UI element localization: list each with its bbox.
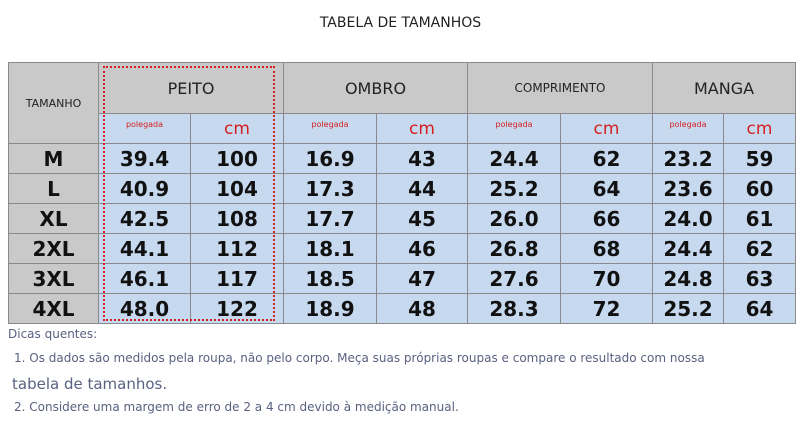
measure-cell: 25.2 xyxy=(467,173,561,204)
measure-cell: 27.6 xyxy=(467,263,561,294)
measure-cell: 46 xyxy=(376,233,468,264)
measure-cell: 72 xyxy=(560,293,653,324)
measure-cell: 39.4 xyxy=(98,143,191,174)
measure-cell: 24.0 xyxy=(652,203,724,234)
size-header: TAMANHO xyxy=(8,62,99,144)
title: TABELA DE TAMANHOS xyxy=(319,15,482,31)
unit-cm: cm xyxy=(190,113,284,144)
group-header: COMPRIMENTO xyxy=(467,62,653,114)
unit-inch: polegada xyxy=(467,113,561,144)
group-header: MANGA xyxy=(652,62,796,114)
measure-cell: 17.3 xyxy=(283,173,377,204)
size-label: M xyxy=(8,143,99,174)
measure-cell: 61 xyxy=(723,203,796,234)
size-label: 3XL xyxy=(8,263,99,294)
measure-cell: 43 xyxy=(376,143,468,174)
measure-cell: 70 xyxy=(560,263,653,294)
measure-cell: 25.2 xyxy=(652,293,724,324)
measure-cell: 64 xyxy=(560,173,653,204)
measure-cell: 26.8 xyxy=(467,233,561,264)
measure-cell: 17.7 xyxy=(283,203,377,234)
measure-cell: 63 xyxy=(723,263,796,294)
measure-cell: 16.9 xyxy=(283,143,377,174)
size-label: XL xyxy=(8,203,99,234)
measure-cell: 28.3 xyxy=(467,293,561,324)
note-line: 2. Considere uma margem de erro de 2 a 4… xyxy=(14,400,459,414)
highlight-box xyxy=(103,66,275,321)
measure-cell: 60 xyxy=(723,173,796,204)
note-line: tabela de tamanhos. xyxy=(12,375,168,393)
measure-cell: 23.2 xyxy=(652,143,724,174)
unit-cm: cm xyxy=(560,113,653,144)
group-header: OMBRO xyxy=(283,62,468,114)
unit-inch: polegada xyxy=(98,113,191,144)
size-label: L xyxy=(8,173,99,204)
measure-cell: 48.0 xyxy=(98,293,191,324)
size-label: 4XL xyxy=(8,293,99,324)
size-label: 2XL xyxy=(8,233,99,264)
unit-inch: polegada xyxy=(283,113,377,144)
measure-cell: 62 xyxy=(560,143,653,174)
measure-cell: 24.4 xyxy=(467,143,561,174)
measure-cell: 44 xyxy=(376,173,468,204)
measure-cell: 26.0 xyxy=(467,203,561,234)
unit-cm: cm xyxy=(723,113,796,144)
measure-cell: 44.1 xyxy=(98,233,191,264)
measure-cell: 23.6 xyxy=(652,173,724,204)
measure-cell: 18.1 xyxy=(283,233,377,264)
unit-inch: polegada xyxy=(652,113,724,144)
measure-cell: 64 xyxy=(723,293,796,324)
measure-cell: 112 xyxy=(190,233,284,264)
note-line: 1. Os dados são medidos pela roupa, não … xyxy=(14,351,705,365)
measure-cell: 48 xyxy=(376,293,468,324)
measure-cell: 122 xyxy=(190,293,284,324)
measure-cell: 45 xyxy=(376,203,468,234)
measure-cell: 18.9 xyxy=(283,293,377,324)
measure-cell: 24.4 xyxy=(652,233,724,264)
measure-cell: 68 xyxy=(560,233,653,264)
measure-cell: 47 xyxy=(376,263,468,294)
measure-cell: 46.1 xyxy=(98,263,191,294)
measure-cell: 66 xyxy=(560,203,653,234)
notes-heading: Dicas quentes: xyxy=(8,327,98,341)
measure-cell: 18.5 xyxy=(283,263,377,294)
measure-cell: 59 xyxy=(723,143,796,174)
unit-cm: cm xyxy=(376,113,468,144)
measure-cell: 24.8 xyxy=(652,263,724,294)
measure-cell: 62 xyxy=(723,233,796,264)
